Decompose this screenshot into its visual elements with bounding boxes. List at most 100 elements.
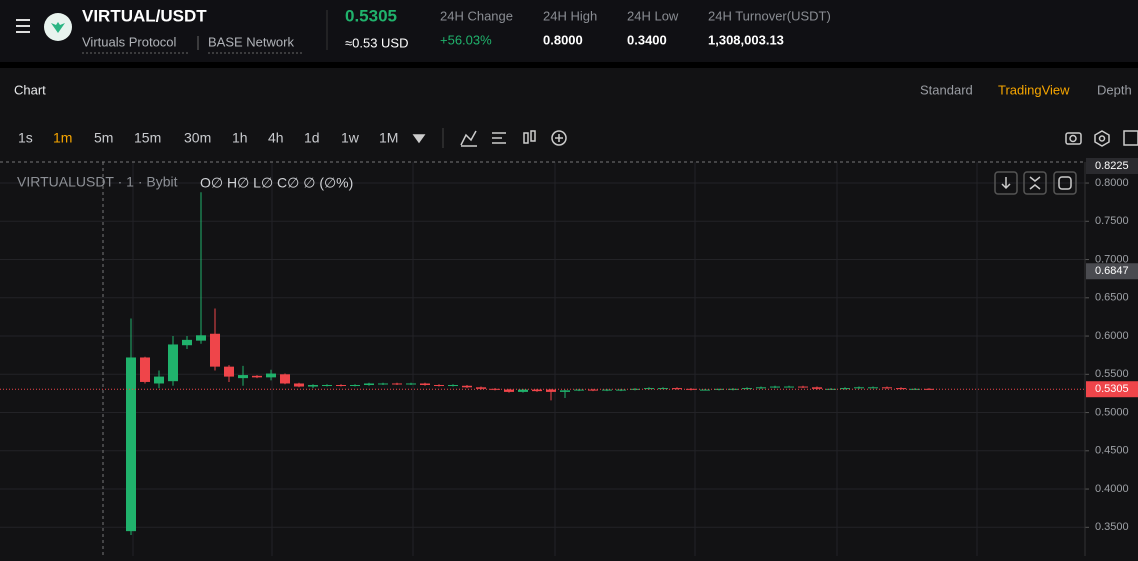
candle-body (392, 383, 402, 385)
candle-body (560, 390, 570, 392)
candle-body (168, 344, 178, 382)
stat-label: 24H Low (627, 8, 679, 23)
candle-body (434, 385, 444, 387)
interval[interactable]: 1m (53, 130, 72, 146)
price-marker (1086, 381, 1138, 398)
stat-label: 24H Change (440, 8, 513, 23)
candle-body (644, 388, 654, 390)
candle-body (420, 383, 430, 386)
add-icon[interactable] (551, 130, 567, 146)
candle-body (630, 388, 640, 390)
collapse-button[interactable] (1023, 171, 1047, 195)
reset-button[interactable] (1058, 176, 1072, 190)
screenshot-icon[interactable] (1065, 132, 1082, 145)
candle-body (868, 387, 878, 389)
legend-symbol: VIRTUALUSDT · 1 · Bybit (17, 174, 178, 190)
candle-body (546, 389, 556, 392)
view-tab[interactable]: Depth (1097, 82, 1132, 97)
candle-body (196, 335, 206, 341)
y-tick-label: 0.6500 (1095, 292, 1129, 304)
collapse-button[interactable] (1029, 176, 1041, 190)
candle-body (238, 375, 248, 379)
candle-body (252, 375, 262, 378)
candle-body (532, 389, 542, 392)
interval[interactable]: 1s (18, 130, 33, 146)
candle-body (672, 388, 682, 390)
usd-price: ≈0.53 USD (345, 35, 409, 50)
reset-button[interactable] (1053, 171, 1077, 195)
more-intervals[interactable] (412, 134, 426, 144)
template-icon[interactable] (492, 132, 506, 144)
candle-body (574, 389, 584, 391)
candle-body (798, 386, 808, 388)
candle-body (210, 333, 220, 367)
y-tick-label: 0.6000 (1095, 330, 1129, 342)
interval[interactable]: 1d (304, 130, 320, 146)
last-price: 0.5305 (345, 6, 397, 25)
candle-body (784, 386, 794, 388)
interval[interactable]: 1h (232, 130, 248, 146)
fullscreen-icon[interactable] (1123, 130, 1138, 146)
candle-body (854, 387, 864, 389)
token-logo (51, 22, 65, 33)
interval[interactable]: 1w (341, 130, 360, 146)
menu-icon[interactable] (16, 19, 30, 33)
stat-label: 24H High (543, 8, 597, 23)
interval[interactable]: 15m (134, 130, 161, 146)
candle-body (336, 385, 346, 387)
candle-body (280, 374, 290, 384)
stat-label: 24H Turnover(USDT) (708, 8, 831, 23)
candle-body (350, 385, 360, 387)
settings-icon[interactable] (1094, 130, 1110, 147)
interval[interactable]: 30m (184, 130, 211, 146)
view-tab[interactable]: TradingView (998, 82, 1070, 97)
candle-body (896, 388, 906, 390)
candle-body (616, 389, 626, 391)
candle-body (476, 387, 486, 389)
interval[interactable]: 1M (379, 130, 398, 146)
y-tick-label: 0.3500 (1095, 521, 1129, 533)
settings-icon[interactable] (1098, 135, 1106, 142)
indicator-icon[interactable] (460, 130, 477, 146)
candle-body (588, 389, 598, 391)
pair[interactable]: VIRTUAL/USDT (82, 6, 207, 25)
interval[interactable]: 4h (268, 130, 284, 146)
candle-body (462, 385, 472, 388)
y-tick-label: 0.8000 (1095, 177, 1129, 189)
add-icon[interactable] (555, 134, 563, 142)
candle-body (182, 339, 192, 346)
header-bg (0, 0, 1138, 62)
price-marker-label: 0.5305 (1095, 383, 1129, 395)
protocol[interactable]: Virtuals Protocol (82, 34, 177, 49)
y-tick-label: 0.7500 (1095, 215, 1129, 227)
candle-body (364, 383, 374, 386)
candle-body (518, 389, 528, 392)
scroll-button[interactable] (994, 171, 1018, 195)
separator (0, 62, 1138, 68)
y-tick-label: 0.4000 (1095, 483, 1129, 495)
price-marker-label: 0.8225 (1095, 160, 1129, 172)
scroll-button[interactable] (1001, 177, 1011, 190)
chart (0, 162, 1089, 556)
candle-type-icon[interactable] (523, 132, 529, 144)
candle-body (882, 387, 892, 389)
chart-tab[interactable]: Chart (14, 82, 46, 97)
candle-type-icon[interactable] (530, 130, 536, 142)
screenshot-icon[interactable] (1069, 134, 1077, 143)
candle-body (714, 388, 724, 390)
stat-value: +56.03% (440, 32, 492, 47)
candle-body (406, 383, 416, 385)
y-tick-label: 0.5500 (1095, 368, 1129, 380)
candle-body (140, 357, 150, 382)
y-tick-label: 0.5000 (1095, 406, 1129, 418)
price-marker (1086, 263, 1138, 280)
network[interactable]: BASE Network (208, 34, 294, 49)
candle-body (378, 383, 388, 385)
candle-body (504, 389, 514, 392)
stat-value: 1,308,003.13 (708, 32, 784, 47)
y-tick-label: 0.7000 (1095, 253, 1129, 265)
view-tab[interactable]: Standard (920, 82, 973, 97)
interval[interactable]: 5m (94, 130, 113, 146)
candle-body (812, 387, 822, 389)
price-marker-label: 0.6847 (1095, 265, 1129, 277)
